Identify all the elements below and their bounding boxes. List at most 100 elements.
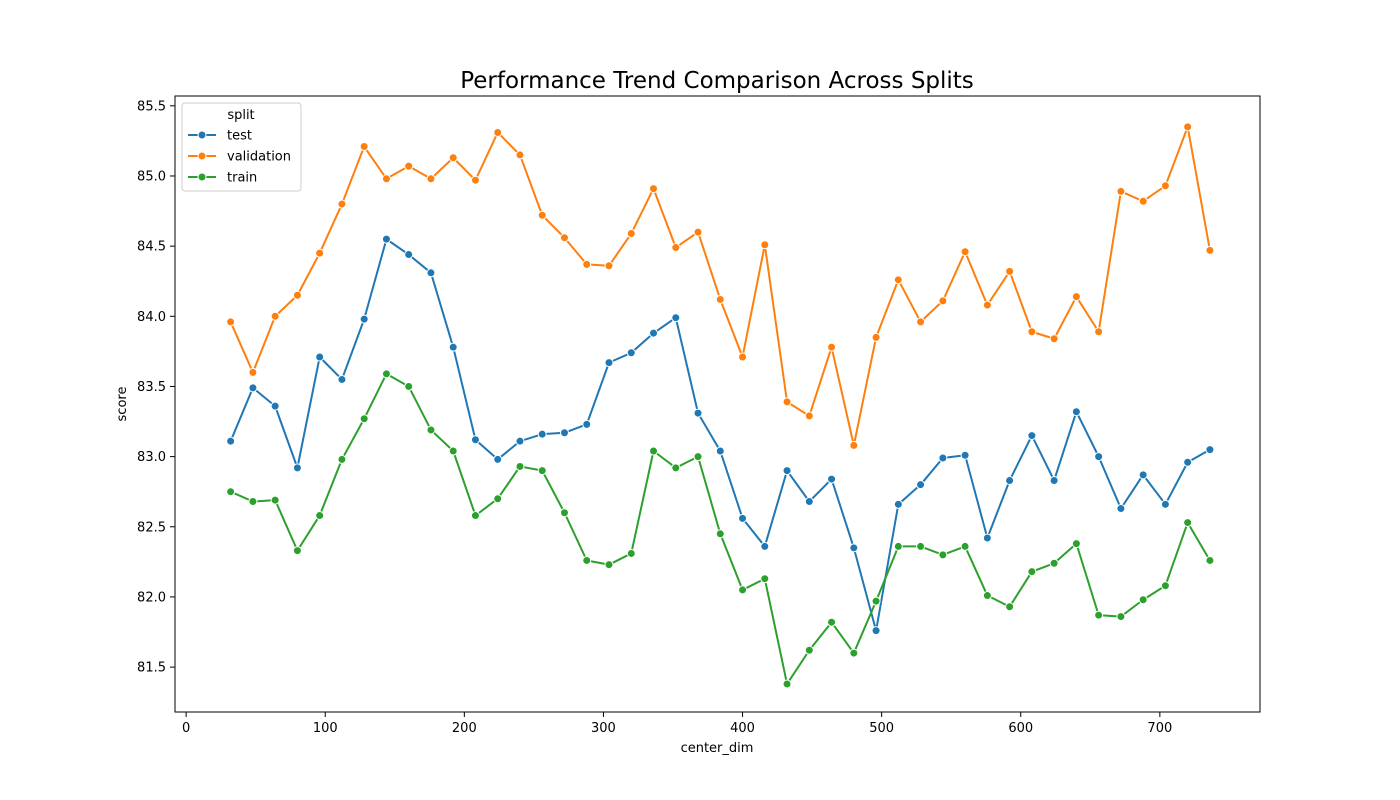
legend-swatch-marker <box>197 130 207 140</box>
y-axis-label: score <box>115 387 130 422</box>
legend-title: split <box>227 108 254 123</box>
data-point-validation <box>1071 292 1081 302</box>
data-point-train <box>1183 518 1193 528</box>
plot-area <box>226 122 1215 689</box>
y-tick-label: 85.0 <box>137 169 166 184</box>
data-point-train <box>626 548 636 558</box>
data-point-validation <box>493 127 503 137</box>
data-point-train <box>270 495 280 505</box>
x-tick-label: 500 <box>869 721 894 736</box>
data-point-test <box>938 453 948 463</box>
data-point-test <box>559 428 569 438</box>
data-point-test <box>381 234 391 244</box>
data-point-train <box>359 414 369 424</box>
data-point-test <box>1160 499 1170 509</box>
data-point-test <box>315 352 325 362</box>
legend-label: test <box>227 129 252 144</box>
data-point-validation <box>1027 327 1037 337</box>
axes-frame <box>174 95 1261 713</box>
data-point-test <box>1049 475 1059 485</box>
x-tick-label: 0 <box>182 721 190 736</box>
data-point-test <box>1027 431 1037 441</box>
data-point-test <box>248 383 258 393</box>
x-tick-label: 700 <box>1147 721 1172 736</box>
data-point-test <box>827 474 837 484</box>
legend-item-validation: validation <box>188 150 291 165</box>
x-tick-label: 300 <box>591 721 616 736</box>
data-point-train <box>1027 567 1037 577</box>
data-point-test <box>226 436 236 446</box>
data-point-train <box>738 585 748 595</box>
data-point-validation <box>1005 266 1015 276</box>
data-point-validation <box>982 300 992 310</box>
data-point-test <box>760 541 770 551</box>
data-point-validation <box>292 290 302 300</box>
data-point-test <box>649 328 659 338</box>
data-point-test <box>916 480 926 490</box>
data-point-validation <box>916 317 926 327</box>
chart-title: Performance Trend Comparison Across Spli… <box>460 68 974 94</box>
data-point-validation <box>426 174 436 184</box>
data-point-train <box>782 679 792 689</box>
data-point-validation <box>515 150 525 160</box>
data-point-validation <box>827 342 837 352</box>
data-point-train <box>715 529 725 539</box>
y-tick-label: 83.0 <box>137 450 166 465</box>
data-point-test <box>426 268 436 278</box>
data-point-validation <box>337 199 347 209</box>
data-point-train <box>337 454 347 464</box>
y-axis: 81.5 82.0 82.5 83.0 83.5 84.0 84.5 85.0 85.5 <box>137 99 175 676</box>
data-point-train <box>849 648 859 658</box>
data-point-validation <box>760 240 770 250</box>
data-point-train <box>1005 602 1015 612</box>
data-point-train <box>671 463 681 473</box>
data-point-validation <box>715 294 725 304</box>
y-tick-label: 81.5 <box>137 661 166 676</box>
data-point-train <box>515 461 525 471</box>
data-point-test <box>270 401 280 411</box>
legend-swatch-marker <box>197 172 207 182</box>
data-point-validation <box>359 142 369 152</box>
y-tick-label: 82.5 <box>137 520 166 535</box>
data-point-validation <box>626 229 636 239</box>
y-tick-label: 84.5 <box>137 240 166 255</box>
data-point-test <box>292 463 302 473</box>
data-point-test <box>715 446 725 456</box>
data-point-train <box>315 511 325 521</box>
data-point-train <box>804 645 814 655</box>
series-test <box>226 234 1215 636</box>
data-point-validation <box>604 261 614 271</box>
data-point-validation <box>1160 181 1170 191</box>
x-tick-label: 200 <box>452 721 477 736</box>
data-point-test <box>738 513 748 523</box>
data-point-train <box>448 446 458 456</box>
data-point-train <box>916 541 926 551</box>
data-point-validation <box>1138 196 1148 206</box>
data-point-test <box>1116 504 1126 514</box>
data-point-validation <box>738 352 748 362</box>
y-tick-label: 85.5 <box>137 99 166 114</box>
data-point-train <box>248 497 258 507</box>
data-point-validation <box>1049 334 1059 344</box>
data-point-test <box>1071 407 1081 417</box>
data-point-validation <box>1183 122 1193 132</box>
data-point-train <box>426 425 436 435</box>
data-point-validation <box>1205 245 1215 255</box>
data-point-validation <box>649 184 659 194</box>
data-point-train <box>827 617 837 627</box>
data-point-test <box>804 497 814 507</box>
data-point-validation <box>938 296 948 306</box>
data-point-test <box>1138 470 1148 480</box>
data-point-train <box>760 574 770 584</box>
data-point-test <box>782 466 792 476</box>
data-point-test <box>1094 452 1104 462</box>
data-point-validation <box>470 175 480 185</box>
data-point-train <box>871 596 881 606</box>
data-point-validation <box>693 227 703 237</box>
data-point-validation <box>1116 186 1126 196</box>
data-point-train <box>960 541 970 551</box>
data-point-test <box>448 342 458 352</box>
data-point-validation <box>404 161 414 171</box>
data-point-train <box>1094 610 1104 620</box>
